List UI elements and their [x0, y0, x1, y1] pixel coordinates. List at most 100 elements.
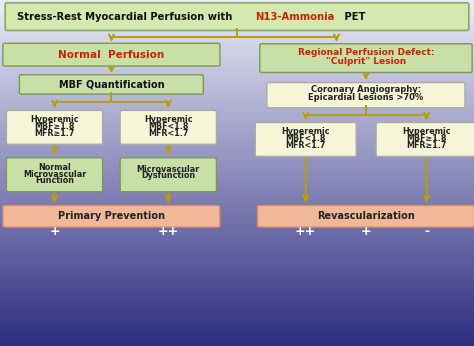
Text: MBF Quantification: MBF Quantification [59, 80, 164, 89]
Bar [0, 325, 474, 329]
Bar [0, 194, 474, 199]
Bar [0, 177, 474, 182]
Bar [0, 329, 474, 333]
Text: Normal  Perfusion: Normal Perfusion [58, 50, 164, 60]
Bar [0, 277, 474, 281]
Text: Revascularization: Revascularization [317, 211, 415, 221]
Text: Dysfunction: Dysfunction [141, 171, 195, 180]
Bar [0, 152, 474, 156]
FancyBboxPatch shape [120, 110, 216, 144]
Bar [0, 182, 474, 186]
Bar [0, 251, 474, 255]
Bar [0, 212, 474, 216]
Bar [0, 4, 474, 9]
Bar [0, 121, 474, 125]
Bar [0, 203, 474, 208]
Bar [0, 39, 474, 43]
Text: MFR≥1.7: MFR≥1.7 [34, 129, 75, 138]
Bar [0, 285, 474, 290]
FancyBboxPatch shape [6, 110, 102, 144]
Bar [0, 160, 474, 164]
Bar [0, 43, 474, 47]
Bar [0, 169, 474, 173]
Bar [0, 143, 474, 147]
Bar [0, 91, 474, 95]
Text: Function: Function [35, 176, 74, 185]
Bar [0, 238, 474, 242]
Bar [0, 47, 474, 52]
Text: -: - [424, 225, 429, 238]
Bar [0, 316, 474, 320]
Bar [0, 112, 474, 117]
Text: Epicardial Lesions >70%: Epicardial Lesions >70% [308, 93, 424, 102]
Bar [0, 82, 474, 86]
Bar [0, 26, 474, 30]
FancyBboxPatch shape [3, 43, 220, 66]
Bar [0, 333, 474, 337]
Bar [0, 35, 474, 39]
Bar [0, 65, 474, 69]
Text: Microvascular: Microvascular [137, 165, 200, 174]
Bar [0, 320, 474, 325]
FancyBboxPatch shape [6, 158, 102, 192]
Bar [0, 199, 474, 203]
Bar [0, 255, 474, 260]
FancyBboxPatch shape [267, 82, 465, 108]
Bar [0, 186, 474, 190]
Bar [0, 74, 474, 78]
Bar [0, 303, 474, 307]
Bar [0, 273, 474, 277]
Text: +: + [361, 225, 371, 238]
Text: Hyperemic: Hyperemic [144, 115, 192, 124]
Bar [0, 311, 474, 316]
Text: +: + [49, 225, 60, 238]
Bar [0, 307, 474, 311]
Bar [0, 242, 474, 246]
Bar [0, 126, 474, 130]
Bar [0, 298, 474, 303]
Bar [0, 69, 474, 74]
FancyBboxPatch shape [19, 75, 203, 94]
Text: MFR≥1.7: MFR≥1.7 [406, 141, 447, 150]
Bar [0, 294, 474, 298]
Bar [0, 156, 474, 160]
Bar [0, 337, 474, 342]
FancyBboxPatch shape [255, 122, 356, 156]
Bar [0, 138, 474, 143]
Bar [0, 342, 474, 346]
Text: Coronary Angiography:: Coronary Angiography: [311, 85, 421, 94]
Bar [0, 234, 474, 238]
Text: Hyperemic: Hyperemic [30, 115, 79, 124]
Bar [0, 164, 474, 169]
Text: ++: ++ [158, 225, 179, 238]
Bar [0, 86, 474, 91]
Text: "Culprit" Lesion: "Culprit" Lesion [326, 57, 406, 66]
Bar [0, 221, 474, 225]
Text: MFR<1.7: MFR<1.7 [285, 141, 326, 150]
Bar [0, 281, 474, 285]
Bar [0, 100, 474, 104]
Text: Microvascular: Microvascular [23, 170, 86, 179]
Bar [0, 147, 474, 152]
Bar [0, 190, 474, 194]
Text: ++: ++ [295, 225, 316, 238]
Bar [0, 229, 474, 234]
Bar [0, 246, 474, 251]
Bar [0, 52, 474, 56]
Bar [0, 78, 474, 82]
Bar [0, 264, 474, 268]
Bar [0, 173, 474, 177]
FancyBboxPatch shape [376, 122, 474, 156]
Bar [0, 208, 474, 212]
Text: Stress-Rest Myocardial Perfusion with: Stress-Rest Myocardial Perfusion with [17, 12, 236, 21]
Bar [0, 134, 474, 138]
Text: MFR<1.7: MFR<1.7 [148, 129, 189, 138]
Text: Regional Perfusion Defect:: Regional Perfusion Defect: [298, 48, 434, 57]
Text: Hyperemic: Hyperemic [402, 127, 451, 136]
Bar [0, 290, 474, 294]
Text: Normal: Normal [38, 163, 71, 172]
Bar [0, 130, 474, 134]
FancyBboxPatch shape [3, 205, 220, 227]
FancyBboxPatch shape [120, 158, 216, 192]
Bar [0, 260, 474, 264]
